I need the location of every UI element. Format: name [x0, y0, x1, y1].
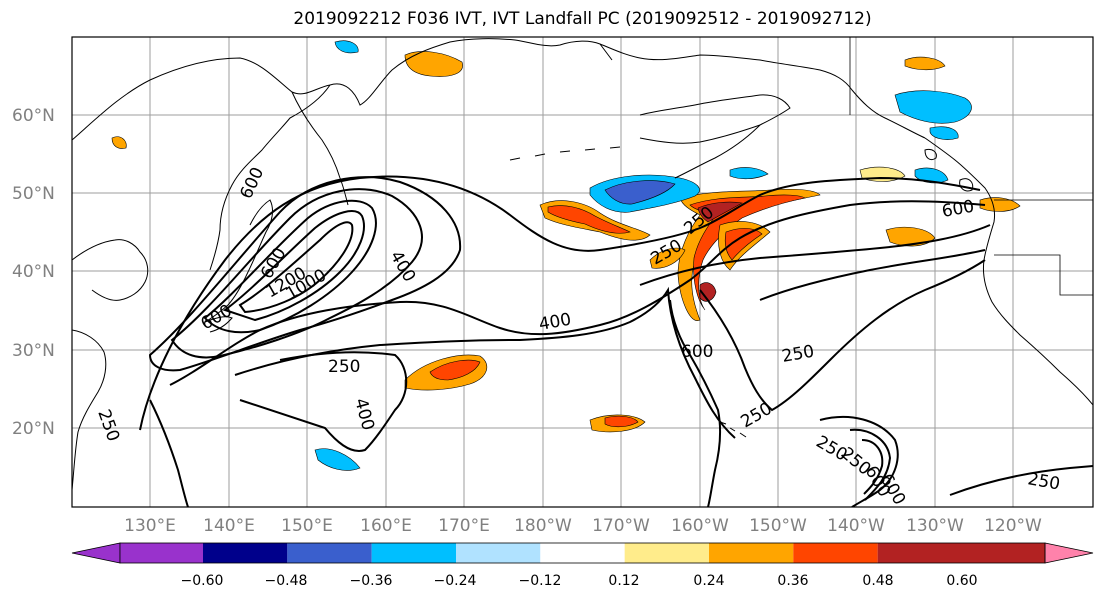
- colorbar-segment: [203, 543, 288, 563]
- lat-label: 60°N: [12, 106, 55, 126]
- colorbar-frame: [119, 542, 1046, 564]
- lon-label: 120°W: [984, 516, 1042, 536]
- colorbar-tick-label: 0.12: [608, 573, 639, 589]
- colorbar-segment: [540, 543, 625, 563]
- map-frame: [71, 36, 1094, 508]
- colorbar-segment: [371, 543, 456, 563]
- lon-label: 130°E: [124, 516, 176, 536]
- colorbar-segment: [877, 543, 962, 563]
- colorbar-segment: [120, 543, 203, 563]
- colorbar-extend-min: [71, 542, 121, 564]
- latitude-labels: 60°N 50°N 40°N 30°N 20°N: [12, 106, 55, 439]
- lon-label: 130°W: [906, 516, 964, 536]
- colorbar-segment: [456, 543, 541, 563]
- filled-anomaly-patches: [111, 40, 1021, 471]
- longitude-labels: 130°E 140°E 150°E 160°E 170°E 180°W 170°…: [124, 516, 1042, 536]
- colorbar-tick-label: −0.48: [265, 573, 308, 589]
- lat-label: 30°N: [12, 341, 55, 361]
- colorbar-tick-label: 0.36: [777, 573, 808, 589]
- colorbar-tick-label: −0.12: [519, 573, 562, 589]
- colorbar: [71, 542, 1094, 564]
- colorbar-tick-labels: −0.60 −0.48 −0.36 −0.24 −0.12 0.12 0.24 …: [181, 573, 978, 589]
- colorbar-tick-label: −0.24: [434, 573, 477, 589]
- lon-label: 140°E: [203, 516, 255, 536]
- colorbar-segment: [709, 543, 794, 563]
- ivt-contours: [139, 175, 1093, 507]
- lat-label: 50°N: [12, 184, 55, 204]
- colorbar-tick-label: 0.48: [862, 573, 893, 589]
- lat-label: 40°N: [12, 262, 55, 282]
- lon-label: 150°W: [749, 516, 807, 536]
- colorbar-segment: [793, 543, 878, 563]
- colorbar-tick-label: −0.36: [350, 573, 393, 589]
- colorbar-tick-label: 0.24: [693, 573, 724, 589]
- lon-label: 170°E: [438, 516, 490, 536]
- lat-label: 20°N: [12, 419, 55, 439]
- colorbar-tick-label: 0.60: [946, 573, 977, 589]
- map-title: 2019092212 F036 IVT, IVT Landfall PC (20…: [293, 9, 872, 29]
- lon-label: 160°E: [360, 516, 412, 536]
- colorbar-segment: [962, 543, 1045, 563]
- contour-label: 250: [328, 357, 360, 377]
- colorbar-tick-label: −0.60: [181, 573, 224, 589]
- contour-label: 600: [681, 342, 713, 362]
- lon-label: 150°E: [281, 516, 333, 536]
- lon-label: 140°W: [827, 516, 885, 536]
- lon-label: 160°W: [671, 516, 729, 536]
- colorbar-segment: [624, 543, 709, 563]
- colorbar-extend-max: [1044, 542, 1094, 564]
- lon-label: 180°W: [514, 516, 572, 536]
- colorbar-segment: [287, 543, 372, 563]
- lon-label: 170°W: [592, 516, 650, 536]
